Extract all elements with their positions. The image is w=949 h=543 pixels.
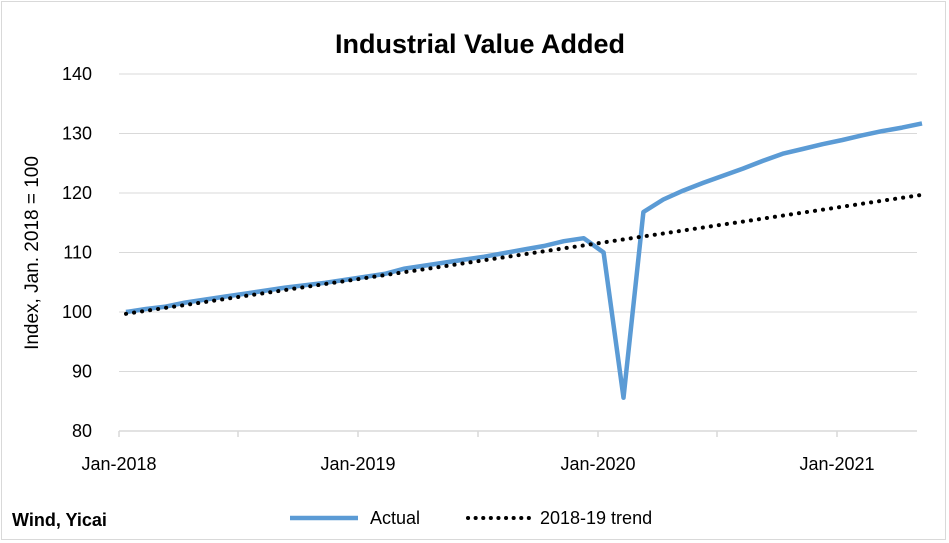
- y-tick-label: 80: [72, 421, 92, 441]
- y-axis-label: Index, Jan. 2018 = 100: [22, 156, 43, 350]
- y-tick-label: 140: [62, 64, 92, 84]
- x-tick-label: Jan-2019: [320, 454, 395, 474]
- x-tick-labels: Jan-2018 Jan-2019 Jan-2020 Jan-2021: [81, 454, 874, 474]
- chart-title: Industrial Value Added: [335, 29, 625, 59]
- legend: Actual 2018-19 trend: [290, 508, 652, 528]
- y-tick-label: 100: [62, 302, 92, 322]
- series-line-actual: [125, 121, 923, 400]
- y-tick-label: 130: [62, 124, 92, 144]
- series-line-trend: [124, 192, 924, 316]
- y-tick-label: 120: [62, 183, 92, 203]
- x-tick-label: Jan-2021: [799, 454, 874, 474]
- y-tick-label: 110: [63, 243, 92, 263]
- x-tick-label: Jan-2018: [81, 454, 156, 474]
- y-tick-label: 90: [72, 362, 92, 382]
- legend-label-trend: 2018-19 trend: [540, 508, 652, 528]
- x-tick-label: Jan-2020: [560, 454, 635, 474]
- y-tick-labels: 80 90 100 110 120 130 140: [62, 64, 92, 441]
- x-axis: [118, 430, 917, 437]
- series-lines: [124, 121, 924, 400]
- source-note: Wind, Yicai: [12, 510, 107, 530]
- legend-label-actual: Actual: [370, 508, 420, 528]
- gridlines: [119, 73, 917, 372]
